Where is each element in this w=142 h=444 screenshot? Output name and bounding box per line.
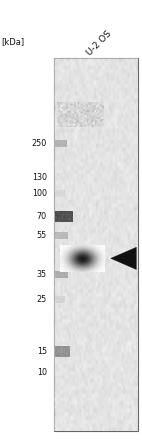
Text: 55: 55 bbox=[37, 231, 47, 241]
Text: 130: 130 bbox=[32, 173, 47, 182]
Text: U-2 OS: U-2 OS bbox=[85, 29, 113, 58]
Text: 100: 100 bbox=[32, 189, 47, 198]
Text: [kDa]: [kDa] bbox=[1, 38, 25, 47]
Text: 250: 250 bbox=[32, 139, 47, 148]
Text: 15: 15 bbox=[37, 347, 47, 356]
Bar bbox=[54, 58, 138, 431]
Text: 10: 10 bbox=[37, 369, 47, 377]
Text: 25: 25 bbox=[37, 295, 47, 304]
Polygon shape bbox=[111, 247, 136, 270]
Text: 35: 35 bbox=[37, 270, 47, 279]
Text: 70: 70 bbox=[37, 213, 47, 222]
